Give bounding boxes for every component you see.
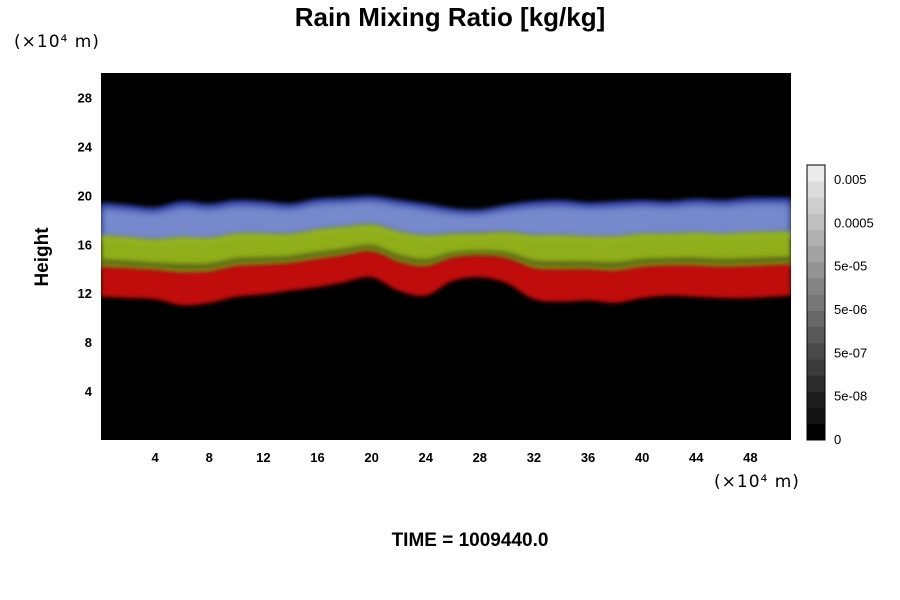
x-tick-label-0: 4 xyxy=(152,450,160,465)
colorbar-swatch-5 xyxy=(807,342,825,360)
colorbar-swatch-10 xyxy=(807,262,825,279)
colorbar-swatch-9 xyxy=(807,278,825,295)
time-label: TIME = 1009440.0 xyxy=(0,530,900,552)
x-axis-unit: (×10⁴ m) xyxy=(714,472,800,492)
y-tick-label-5: 24 xyxy=(78,139,93,154)
colorbar-swatch-12 xyxy=(807,229,825,247)
x-tick-label-6: 28 xyxy=(473,450,487,465)
colorbar: 0.005 0.0005 5e-05 5e-06 5e-07 5e-08 0 xyxy=(806,164,874,447)
colorbar-tick-label-1: 0.0005 xyxy=(834,215,874,230)
colorbar-swatch-8 xyxy=(807,294,825,311)
colorbar-swatch-4 xyxy=(807,359,825,376)
colorbar-swatch-11 xyxy=(807,245,825,263)
chart-title: Rain Mixing Ratio [kg/kg] xyxy=(294,2,606,32)
colorbar-swatch-7 xyxy=(807,310,825,328)
band-transition xyxy=(101,244,791,271)
colorbar-tick-label-2: 5e-05 xyxy=(834,259,867,274)
y-axis-unit: (×10⁴ m) xyxy=(14,32,100,52)
x-tick-label-2: 12 xyxy=(256,450,270,465)
band-light-blue xyxy=(101,199,791,243)
x-tick-label-8: 36 xyxy=(581,450,595,465)
y-tick-label-2: 12 xyxy=(78,286,92,301)
colorbar-tick-label-0: 0.005 xyxy=(834,172,867,187)
x-tick-label-5: 24 xyxy=(418,450,433,465)
colorbar-tick-label-3: 5e-06 xyxy=(834,302,867,317)
colorbar-tick-label-4: 5e-07 xyxy=(834,345,867,360)
rain-field xyxy=(101,196,791,306)
y-tick-label-1: 8 xyxy=(85,335,92,350)
x-tick-label-9: 40 xyxy=(635,450,649,465)
x-tick-label-11: 48 xyxy=(743,450,757,465)
colorbar-swatch-16 xyxy=(807,165,825,182)
colorbar-swatch-15 xyxy=(807,181,825,198)
y-tick-label-4: 20 xyxy=(78,188,92,203)
x-axis-ticks: 4 8 12 16 20 24 28 32 36 40 44 48 xyxy=(152,450,758,465)
x-tick-label-4: 20 xyxy=(364,450,378,465)
y-tick-label-0: 4 xyxy=(85,384,93,399)
time-value: 1009440.0 xyxy=(458,530,549,551)
band-red xyxy=(101,251,791,306)
y-axis-ticks: 4 8 12 16 20 24 28 xyxy=(78,90,93,399)
x-tick-label-10: 44 xyxy=(689,450,704,465)
colorbar-swatch-13 xyxy=(807,213,825,231)
x-tick-label-1: 8 xyxy=(206,450,213,465)
x-tick-label-7: 32 xyxy=(527,450,541,465)
colorbar-swatch-6 xyxy=(807,326,825,344)
x-tick-label-3: 16 xyxy=(310,450,324,465)
colorbar-swatch-1 xyxy=(807,407,825,425)
y-tick-label-3: 16 xyxy=(78,237,92,252)
colorbar-swatch-3 xyxy=(807,375,825,392)
colorbar-swatch-2 xyxy=(807,391,825,408)
colorbar-tick-label-5: 5e-08 xyxy=(834,389,867,404)
colorbar-frame xyxy=(806,164,826,441)
y-tick-label-6: 28 xyxy=(78,90,92,105)
time-prefix: TIME = xyxy=(391,530,459,551)
colorbar-tick-label-6: 0 xyxy=(834,432,841,447)
colorbar-swatch-0 xyxy=(807,423,825,441)
colorbar-swatch-14 xyxy=(807,197,825,214)
